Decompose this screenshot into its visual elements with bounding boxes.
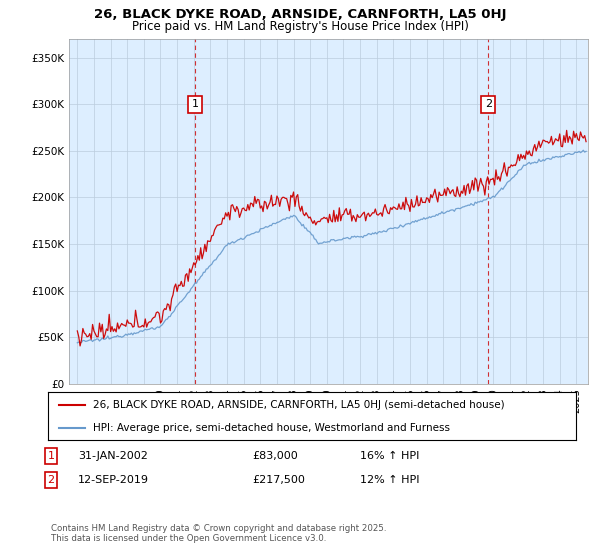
Text: 2: 2 xyxy=(47,475,55,485)
Text: Contains HM Land Registry data © Crown copyright and database right 2025.
This d: Contains HM Land Registry data © Crown c… xyxy=(51,524,386,543)
Text: £83,000: £83,000 xyxy=(252,451,298,461)
Text: 12% ↑ HPI: 12% ↑ HPI xyxy=(360,475,419,485)
Text: £217,500: £217,500 xyxy=(252,475,305,485)
Text: Price paid vs. HM Land Registry's House Price Index (HPI): Price paid vs. HM Land Registry's House … xyxy=(131,20,469,32)
Text: 31-JAN-2002: 31-JAN-2002 xyxy=(78,451,148,461)
Text: 1: 1 xyxy=(191,99,199,109)
Text: 1: 1 xyxy=(47,451,55,461)
Text: 12-SEP-2019: 12-SEP-2019 xyxy=(78,475,149,485)
Text: 26, BLACK DYKE ROAD, ARNSIDE, CARNFORTH, LA5 0HJ (semi-detached house): 26, BLACK DYKE ROAD, ARNSIDE, CARNFORTH,… xyxy=(93,400,505,410)
Text: 16% ↑ HPI: 16% ↑ HPI xyxy=(360,451,419,461)
Text: HPI: Average price, semi-detached house, Westmorland and Furness: HPI: Average price, semi-detached house,… xyxy=(93,423,450,433)
Text: 2: 2 xyxy=(485,99,492,109)
Text: 26, BLACK DYKE ROAD, ARNSIDE, CARNFORTH, LA5 0HJ: 26, BLACK DYKE ROAD, ARNSIDE, CARNFORTH,… xyxy=(94,8,506,21)
